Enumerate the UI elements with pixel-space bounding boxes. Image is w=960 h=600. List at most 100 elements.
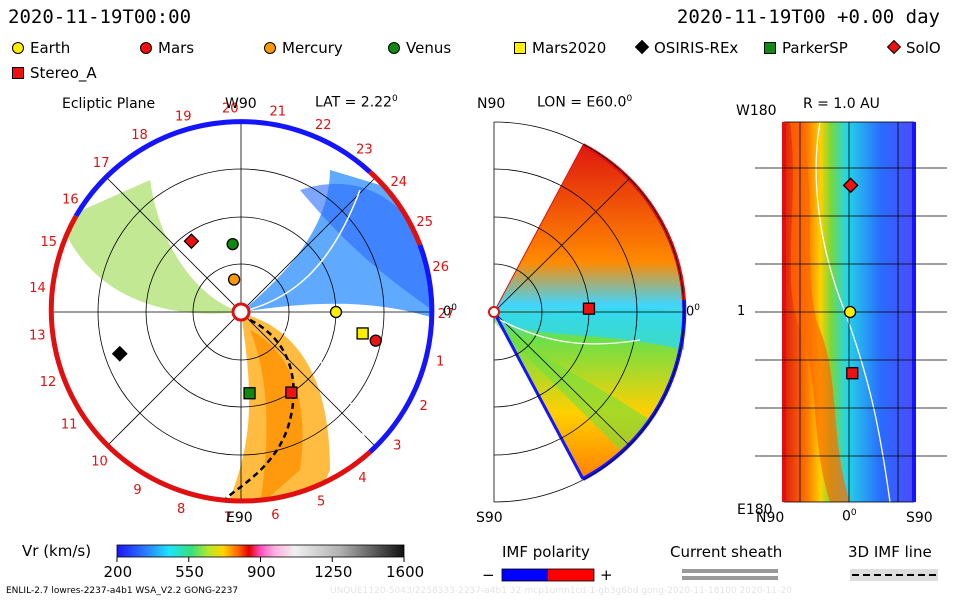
legend-label-venus: Venus xyxy=(406,39,452,57)
latlon-n90: N90 xyxy=(756,510,785,526)
legend-marker-parkersp xyxy=(764,42,776,54)
carrington-label: 7 xyxy=(224,511,232,526)
carrington-label: 27 xyxy=(438,307,455,322)
legend-marker-stereo_a xyxy=(12,67,24,79)
marker-mars2020 xyxy=(356,327,369,340)
carrington-labels: 20 21222324252627123456789101112131415161… xyxy=(29,101,454,525)
ecliptic-outer-blue xyxy=(73,119,372,218)
meridional-s90: S90 xyxy=(476,510,503,526)
carrington-label: 15 xyxy=(41,235,58,250)
colorbar-tick-label: 1600 xyxy=(386,563,425,581)
ecliptic-outer-blue-right xyxy=(368,244,435,454)
colorbar xyxy=(116,544,405,558)
legend-label-parkersp: ParkerSP xyxy=(782,39,848,57)
colorbar-tick-label: 200 xyxy=(103,563,133,581)
carrington-label: 14 xyxy=(29,281,46,296)
body-markers xyxy=(111,177,859,400)
meridional-green-band xyxy=(494,318,650,450)
legend-marker-mars2020 xyxy=(514,42,526,54)
carrington-label: 25 xyxy=(416,215,433,230)
latlon-red-vein xyxy=(790,122,850,502)
carrington-label: 1 xyxy=(436,354,444,369)
colorbar-label: Vr (km/s) xyxy=(22,542,92,560)
marker-parkersp xyxy=(243,387,256,400)
marker-earth xyxy=(843,305,857,319)
carrington-label: 18 xyxy=(131,128,148,143)
carrington-label: 21 xyxy=(270,104,287,119)
marker-solo xyxy=(842,177,859,194)
marker-osiris-rex xyxy=(111,345,128,362)
imf-positive-bar xyxy=(548,569,594,581)
carrington-label: 4 xyxy=(358,471,366,486)
marker-mercury xyxy=(227,273,241,286)
marker-stereo_a xyxy=(846,367,859,380)
carrington-label: 12 xyxy=(40,375,57,390)
imf-polarity-label: IMF polarity xyxy=(502,543,590,561)
carrington-label: 16 xyxy=(62,192,79,207)
colorbar-tick-label: 900 xyxy=(247,563,276,581)
latlon-one: 1 xyxy=(737,304,746,319)
marker-stereo_a xyxy=(285,386,298,399)
carrington-label: 2 xyxy=(420,399,428,414)
carrington-label: 3 xyxy=(393,439,401,454)
green-arm xyxy=(60,180,241,314)
carrington-label: 19 xyxy=(175,109,192,124)
colorbar-ticks xyxy=(116,557,405,562)
imf-line-label: 3D IMF line xyxy=(848,543,932,561)
carrington-label: 23 xyxy=(356,142,373,157)
imf-negative-bar xyxy=(502,569,548,581)
imf-plus: + xyxy=(600,566,613,584)
carrington-label: 6 xyxy=(271,508,279,523)
meridional-lon: LON = E60.00 xyxy=(537,94,633,111)
legend-label-stereo_a: Stereo_A xyxy=(30,64,97,82)
legend-label-solo: SolO xyxy=(906,39,941,57)
ecliptic-e90: E90 xyxy=(226,510,253,526)
timestamp: 2020-11-19T00:00 xyxy=(8,6,192,28)
carrington-label: 20 xyxy=(222,101,239,116)
carrington-label: 5 xyxy=(317,495,325,510)
legend-label-mars: Mars xyxy=(158,39,195,57)
marker-mars xyxy=(369,334,382,347)
current-sheath-label: Current sheath xyxy=(670,543,783,561)
current-sheet-line xyxy=(240,189,366,441)
legend-marker-venus xyxy=(388,42,400,54)
latlon-e180: E180 xyxy=(737,502,773,518)
carrington-label: 26 xyxy=(432,260,449,275)
latlon-s90: S90 xyxy=(906,510,933,526)
legend-label-osiris-rex: OSIRIS-REx xyxy=(654,39,739,57)
carrington-label: 17 xyxy=(93,156,110,171)
legend-marker-mercury xyxy=(264,42,276,54)
legend-label-mercury: Mercury xyxy=(282,39,343,57)
latlon-title: R = 1.0 AU xyxy=(803,96,880,112)
slow-wind-outer xyxy=(300,183,432,310)
ecliptic-outer-red-right xyxy=(368,170,423,246)
ecliptic-title: Ecliptic Plane xyxy=(62,96,156,112)
ecliptic-outer-red xyxy=(48,214,372,504)
carrington-label: 10 xyxy=(91,454,108,469)
carrington-label: 11 xyxy=(61,418,78,433)
timestamp-relative: 2020-11-19T00 +0.00 day xyxy=(676,6,940,28)
meridional-sun xyxy=(488,306,500,318)
legend-label-mars2020: Mars2020 xyxy=(532,39,607,57)
ecliptic-zero: 00 xyxy=(443,303,458,320)
legend-label-earth: Earth xyxy=(30,39,71,57)
latlon-w180: W180 xyxy=(736,103,777,119)
meridional-n90: N90 xyxy=(477,96,506,112)
carrington-label: 8 xyxy=(177,502,185,517)
carrington-label: 9 xyxy=(133,483,141,498)
fast-wind-core xyxy=(250,330,303,503)
meridional-white-line xyxy=(499,319,641,345)
ecliptic-lat: LAT = 2.220 xyxy=(315,94,398,111)
footer-right: UNQUE1120-5043/2258333-2237-a4b1 32-mcp1… xyxy=(330,586,792,596)
ecliptic-w90: W90 xyxy=(225,96,257,112)
sun xyxy=(231,302,251,322)
imf-spiral-line xyxy=(225,318,295,500)
imf-line-symbol-bg xyxy=(850,569,938,581)
legend-marker-mars xyxy=(140,42,152,54)
colorbar-tick-label: 550 xyxy=(175,563,204,581)
carrington-label: 22 xyxy=(315,118,332,133)
latlon-zero: 00 xyxy=(842,508,857,525)
colorbar-tick-label: 1250 xyxy=(314,563,353,581)
carrington-label: 24 xyxy=(391,175,408,190)
